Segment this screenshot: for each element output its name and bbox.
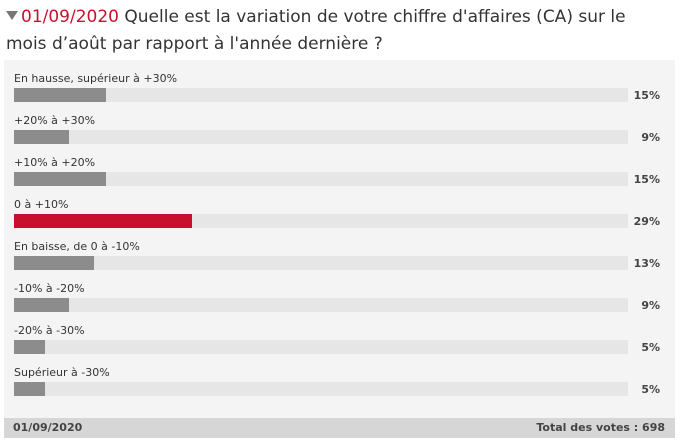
option-bar-track: [14, 340, 628, 354]
option-bar-track: [14, 382, 628, 396]
option-percent: 15%: [633, 89, 660, 102]
option-bar-fill: [14, 256, 94, 270]
option-label: En baisse, de 0 à -10%: [14, 240, 140, 253]
poll-option-1: En hausse, supérieur à +30% 15%: [14, 72, 666, 112]
poll-option-7: -20% à -30% 5%: [14, 324, 666, 364]
option-bar-fill: [14, 298, 69, 312]
footer-date: 01/09/2020: [13, 421, 83, 434]
option-label: En hausse, supérieur à +30%: [14, 72, 178, 85]
poll-option-8: Supérieur à -30% 5%: [14, 366, 666, 406]
option-label: -20% à -30%: [14, 324, 85, 337]
poll-footer: 01/09/2020 Total des votes : 698: [4, 418, 675, 438]
option-percent: 13%: [633, 257, 660, 270]
option-percent: 5%: [641, 341, 660, 354]
option-label: -10% à -20%: [14, 282, 85, 295]
option-bar-track: [14, 214, 628, 228]
poll-option-6: -10% à -20% 9%: [14, 282, 666, 322]
poll-header: 01/09/2020 Quelle est la variation de vo…: [6, 4, 666, 58]
option-percent: 9%: [641, 299, 660, 312]
option-label: 0 à +10%: [14, 198, 69, 211]
option-bar-track: [14, 88, 628, 102]
option-percent: 29%: [633, 215, 660, 228]
option-label: +10% à +20%: [14, 156, 96, 169]
triangle-down-icon: [6, 11, 18, 20]
poll-option-5: En baisse, de 0 à -10% 13%: [14, 240, 666, 280]
total-votes: Total des votes : 698: [536, 421, 665, 434]
option-percent: 15%: [633, 173, 660, 186]
option-bar-track: [14, 298, 628, 312]
option-label: Supérieur à -30%: [14, 366, 110, 379]
option-percent: 9%: [641, 131, 660, 144]
poll-option-2: +20% à +30% 9%: [14, 114, 666, 154]
poll-option-4: 0 à +10% 29%: [14, 198, 666, 238]
option-bar-fill: [14, 382, 45, 396]
option-bar-fill: [14, 88, 106, 102]
option-label: +20% à +30%: [14, 114, 96, 127]
option-bar-track: [14, 130, 628, 144]
option-bar-fill: [14, 214, 192, 228]
option-bar-fill: [14, 340, 45, 354]
poll-results-panel: En hausse, supérieur à +30% 15% +20% à +…: [4, 60, 675, 418]
option-bar-fill: [14, 130, 69, 144]
option-bar-fill: [14, 172, 106, 186]
option-bar-track: [14, 256, 628, 270]
poll-question: Quelle est la variation de votre chiffre…: [6, 7, 626, 54]
option-bar-track: [14, 172, 628, 186]
poll-date: 01/09/2020: [21, 7, 119, 27]
poll-option-3: +10% à +20% 15%: [14, 156, 666, 196]
option-percent: 5%: [641, 383, 660, 396]
